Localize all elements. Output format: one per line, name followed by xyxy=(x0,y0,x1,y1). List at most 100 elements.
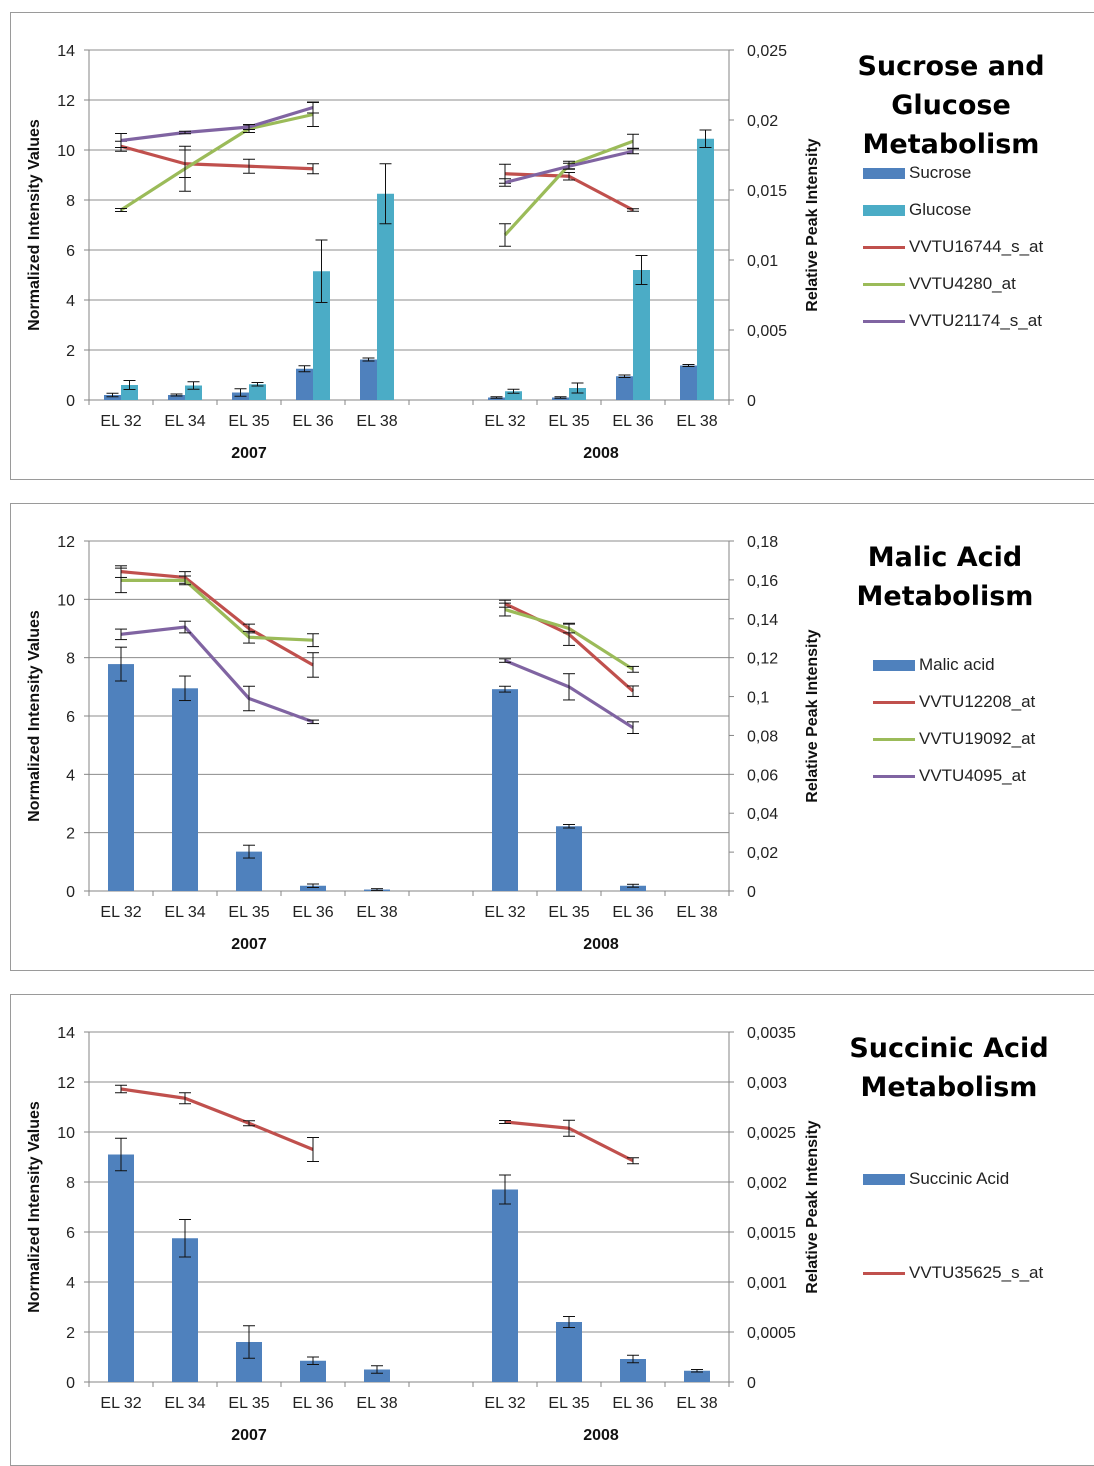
bar-glucose xyxy=(249,384,266,400)
legend-item: Sucrose xyxy=(863,161,971,185)
left-tick-label: 0 xyxy=(66,1375,75,1392)
legend-label: Malic acid xyxy=(919,655,995,674)
legend-item: VVTU4095_at xyxy=(873,764,1026,788)
legend-label: Sucrose xyxy=(909,163,972,182)
chart-svg: 0 2 4 6 8 10 12 14 0 0,005 0,01 0,015 0,02 0,025 Norma… xyxy=(26,43,821,462)
legend-item: Succinic Acid xyxy=(863,1167,1009,1191)
right-tick-label: 0,005 xyxy=(747,323,787,340)
left-tick-label: 8 xyxy=(66,1175,75,1192)
chart-panel-succinic-acid: 0 2 4 6 8 10 12 14 0 0,0005 0,001 0,0015 0,002 0,0025… xyxy=(10,994,1094,1466)
chart-panel-sucrose-glucose: 0 2 4 6 8 10 12 14 0 0,005 0,01 0,015 0,02 0,025 Norma… xyxy=(10,12,1094,480)
line-series-vvtu4095-at xyxy=(120,625,314,724)
left-tick-label: 0 xyxy=(66,393,75,410)
right-tick-label: 0,015 xyxy=(747,183,787,200)
left-tick-label: 6 xyxy=(66,1225,75,1242)
category-label: EL 32 xyxy=(484,1395,525,1412)
line-series-vvtu19092-at xyxy=(121,578,314,642)
category-label: EL 36 xyxy=(612,1395,653,1412)
legend-label: VVTU12208_at xyxy=(919,692,1036,711)
legend-swatch xyxy=(873,774,915,778)
left-tick-label: 4 xyxy=(66,293,75,310)
right-tick-label: 0,0025 xyxy=(747,1125,796,1142)
legend-swatch xyxy=(863,245,905,249)
category-label: EL 32 xyxy=(100,1395,141,1412)
bar-sucrose xyxy=(680,365,697,400)
legend-swatch xyxy=(873,737,915,741)
legend-label: VVTU4280_at xyxy=(909,274,1016,293)
category-label: EL 35 xyxy=(228,1395,269,1412)
legend-swatch xyxy=(873,700,915,704)
category-label: EL 32 xyxy=(484,904,525,921)
right-tick-label: 0,16 xyxy=(747,573,778,590)
bar-succinic-acid xyxy=(108,1154,134,1382)
category-label: EL 36 xyxy=(292,413,333,430)
legend-swatch xyxy=(863,1173,905,1185)
left-tick-label: 6 xyxy=(66,709,75,726)
right-tick-label: 0,025 xyxy=(747,43,787,60)
bar-sucrose xyxy=(360,359,377,400)
category-label: EL 35 xyxy=(548,413,589,430)
bar-malic-acid xyxy=(108,664,134,891)
category-label: EL 32 xyxy=(100,413,141,430)
category-label: EL 32 xyxy=(484,413,525,430)
y-axis-left-title: Normalized Intensity Values xyxy=(26,1101,43,1313)
left-tick-label: 6 xyxy=(66,243,75,260)
chart-svg: 0 2 4 6 8 10 12 0 0,02 0,04 0,06 0,08 0,1 0,12 0,14 0,1… xyxy=(26,534,821,953)
bar-malic-acid xyxy=(300,885,326,891)
legend-item: VVTU19092_at xyxy=(873,727,1035,751)
y-axis-left-title: Normalized Intensity Values xyxy=(26,610,43,822)
bar-glucose xyxy=(697,138,714,400)
group-label: 2008 xyxy=(583,1427,619,1444)
category-label: EL 34 xyxy=(164,1395,205,1412)
line-series-vvtu12208-at xyxy=(120,570,314,667)
y-axis-right-title: Relative Peak Intensity xyxy=(804,1120,821,1294)
bar-malic-acid xyxy=(172,688,198,891)
category-label: EL 34 xyxy=(164,413,205,430)
category-label: EL 32 xyxy=(100,904,141,921)
left-tick-label: 12 xyxy=(57,534,75,551)
y-axis-left-title: Normalized Intensity Values xyxy=(26,119,43,331)
legend-swatch xyxy=(863,1271,905,1275)
legend-swatch xyxy=(863,204,905,216)
right-tick-label: 0,06 xyxy=(747,767,778,784)
right-tick-label: 0,0035 xyxy=(747,1025,796,1042)
legend-label: Glucose xyxy=(909,200,972,219)
bar-succinic-acid xyxy=(556,1322,582,1382)
bar-malic-acid xyxy=(620,885,646,891)
category-label: EL 36 xyxy=(612,904,653,921)
chart-title-line-1: Sucrose and Glucose xyxy=(857,51,1045,121)
left-tick-label: 12 xyxy=(57,1075,75,1092)
legend-swatch xyxy=(863,282,905,286)
chart-title-line-2: Metabolism xyxy=(862,129,1040,160)
right-tick-label: 0,003 xyxy=(747,1075,787,1092)
bar-sucrose xyxy=(296,368,313,400)
bar-glucose xyxy=(569,388,586,400)
bar-glucose xyxy=(121,385,138,400)
left-tick-label: 2 xyxy=(66,1325,75,1342)
left-tick-label: 8 xyxy=(66,193,75,210)
bar-succinic-acid xyxy=(172,1238,198,1382)
left-tick-label: 10 xyxy=(57,143,75,160)
legend-item: VVTU35625_s_at xyxy=(863,1261,1043,1285)
bar-glucose xyxy=(377,193,394,400)
right-tick-label: 0 xyxy=(747,1375,756,1392)
left-tick-label: 4 xyxy=(66,1275,75,1292)
legend-swatch xyxy=(863,167,905,179)
group-label: 2007 xyxy=(231,445,267,462)
legend-item: Malic acid xyxy=(873,653,995,677)
legend-swatch xyxy=(873,659,915,671)
y-axis-right-title: Relative Peak Intensity xyxy=(804,138,821,312)
category-label: EL 35 xyxy=(548,1395,589,1412)
chart-title-line-2: Metabolism xyxy=(856,581,1034,612)
line-series-vvtu4280-at xyxy=(120,112,314,212)
legend-item: VVTU16744_s_at xyxy=(863,235,1043,259)
chart-title-line-2: Metabolism xyxy=(860,1072,1038,1103)
chart-title: Sucrose and Glucose Metabolism xyxy=(801,47,1094,164)
line-series-vvtu16744-s-at xyxy=(120,144,314,171)
line-series-vvtu21174-s-at xyxy=(120,105,314,143)
legend-label: VVTU19092_at xyxy=(919,729,1036,748)
right-tick-label: 0,02 xyxy=(747,845,778,862)
legend-label: Succinic Acid xyxy=(909,1169,1010,1188)
bar-glucose xyxy=(505,391,522,400)
right-tick-label: 0,1 xyxy=(747,690,769,707)
